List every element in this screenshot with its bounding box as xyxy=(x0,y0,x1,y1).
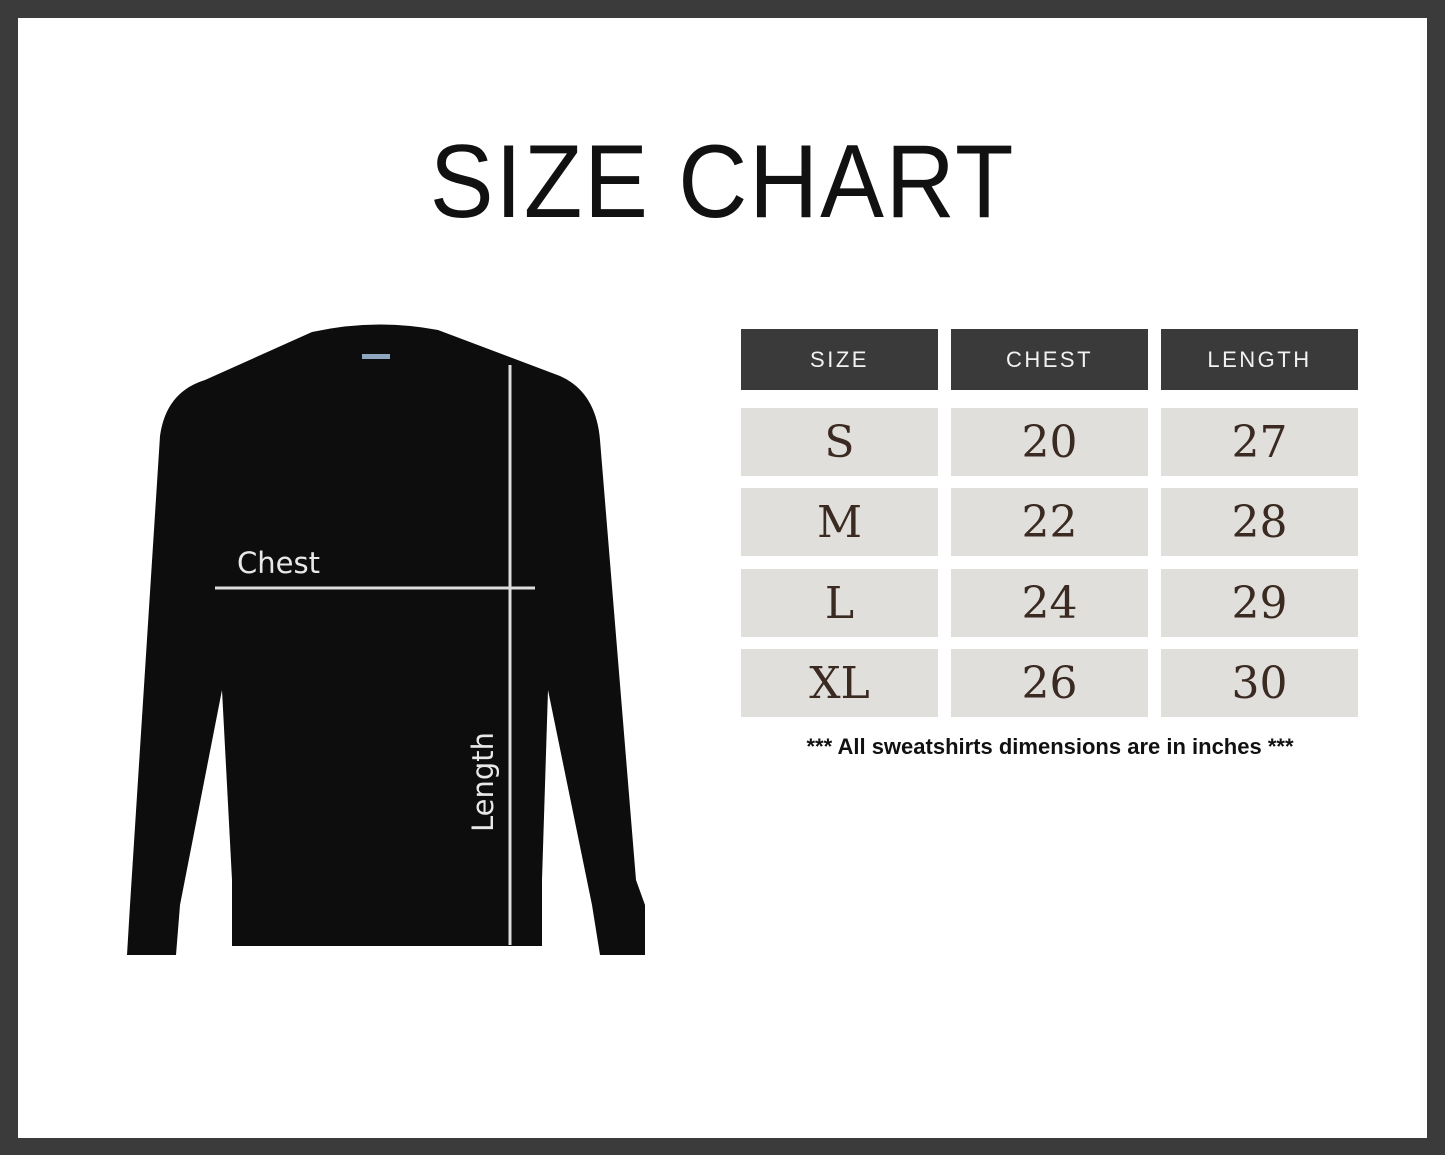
table-cell: 26 xyxy=(951,649,1148,717)
table-cell: S xyxy=(741,408,938,476)
table-header-length: LENGTH xyxy=(1161,329,1358,390)
chest-label: Chest xyxy=(237,546,320,580)
table-cell: 30 xyxy=(1161,649,1358,717)
table-cell: 24 xyxy=(951,569,1148,637)
neck-label xyxy=(362,354,390,359)
table-cell: L xyxy=(741,569,938,637)
table-header-size: SIZE xyxy=(741,329,938,390)
table-cell: 28 xyxy=(1161,488,1358,556)
table-cell: 29 xyxy=(1161,569,1358,637)
table-header-chest: CHEST xyxy=(951,329,1148,390)
table-cell: 20 xyxy=(951,408,1148,476)
units-note: *** All sweatshirts dimensions are in in… xyxy=(806,734,1294,759)
table-cell: 27 xyxy=(1161,408,1358,476)
table-cell: XL xyxy=(741,649,938,717)
sweatshirt-shape xyxy=(127,324,645,955)
table-cell: M xyxy=(741,488,938,556)
table-cell: 22 xyxy=(951,488,1148,556)
length-label: Length xyxy=(466,731,500,832)
page-title: SIZE CHART xyxy=(429,124,1016,240)
